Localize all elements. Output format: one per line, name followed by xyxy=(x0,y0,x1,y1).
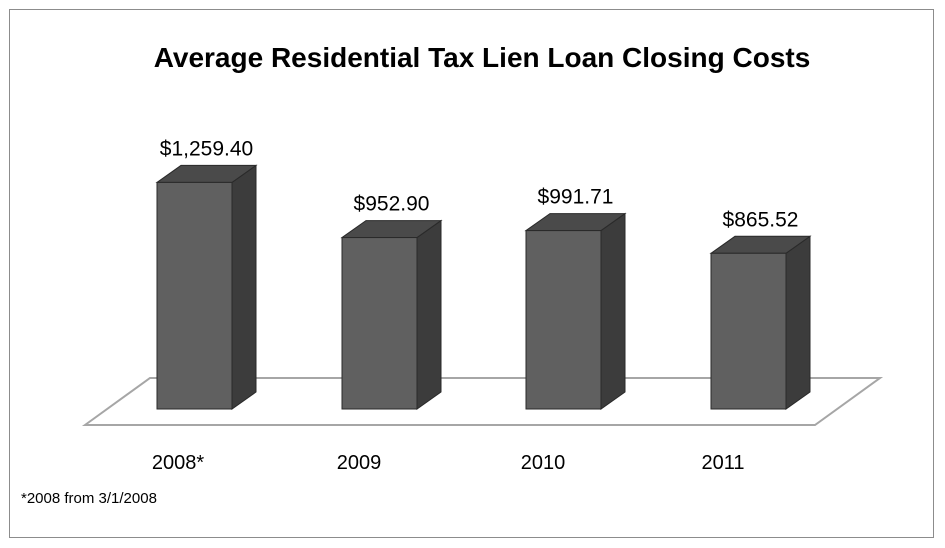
bar-side xyxy=(231,164,257,410)
bar xyxy=(340,219,443,410)
x-tick-label: 2011 xyxy=(701,452,744,474)
bar xyxy=(709,235,812,410)
x-tick-label: 2008* xyxy=(152,452,204,474)
chart-footnote: *2008 from 3/1/2008 xyxy=(21,490,157,507)
bar-side xyxy=(600,212,626,410)
data-label: $991.71 xyxy=(538,186,614,209)
bar xyxy=(524,212,627,410)
x-tick-label: 2010 xyxy=(521,452,566,474)
chart-title: Average Residential Tax Lien Loan Closin… xyxy=(154,42,811,73)
bar-side xyxy=(785,235,811,410)
data-label: $1,259.40 xyxy=(160,137,253,160)
data-label: $952.90 xyxy=(354,193,430,216)
chart-floor-layer xyxy=(81,377,884,426)
bar-front xyxy=(156,181,233,410)
bars-layer xyxy=(155,164,812,410)
bar-side xyxy=(416,219,442,410)
bar-front xyxy=(710,252,787,410)
data-labels-layer: $1,259.40 $952.90 $991.71 $865.52 xyxy=(160,137,799,231)
x-tick-label: 2009 xyxy=(337,452,382,474)
data-label: $865.52 xyxy=(723,208,799,231)
bar-front xyxy=(525,230,602,410)
bar-front xyxy=(341,237,418,410)
bar xyxy=(155,164,258,410)
chart-floor xyxy=(81,377,884,426)
x-axis-tick-labels: 2008* 2009 2010 2011 xyxy=(152,452,745,474)
